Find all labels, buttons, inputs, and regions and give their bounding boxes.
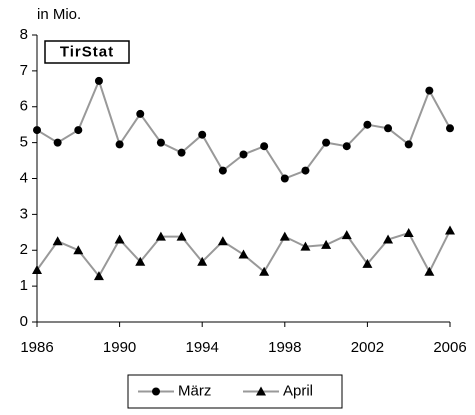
y-tick-label: 5: [20, 134, 28, 151]
marker: [424, 266, 435, 276]
marker: [425, 86, 434, 95]
y-tick-label: 2: [20, 241, 28, 258]
marker: [301, 166, 310, 175]
marker: [114, 234, 125, 244]
marker: [403, 228, 414, 238]
marker: [94, 76, 103, 85]
marker: [239, 150, 248, 159]
annotation: TirStat: [60, 43, 114, 60]
y-axis-label: in Mio.: [37, 6, 81, 23]
marker: [322, 138, 331, 147]
x-tick-label: 2002: [351, 339, 384, 356]
x-tick-label: 1986: [20, 339, 53, 356]
marker: [384, 124, 393, 133]
x-tick-label: 2006: [433, 339, 466, 356]
marker: [53, 138, 62, 147]
y-tick-label: 4: [20, 169, 28, 186]
marker: [135, 256, 146, 266]
y-tick-label: 0: [20, 313, 28, 330]
y-tick-label: 7: [20, 62, 28, 79]
marker: [218, 166, 227, 175]
marker: [197, 256, 208, 266]
marker: [198, 130, 207, 139]
marker: [177, 148, 186, 157]
marker: [136, 109, 145, 118]
marker: [74, 126, 83, 135]
marker: [341, 230, 352, 240]
marker: [155, 231, 166, 241]
marker: [32, 264, 42, 274]
legend-label: April: [283, 382, 313, 399]
marker: [52, 236, 63, 246]
marker: [300, 241, 311, 251]
marker: [362, 258, 373, 268]
marker: [321, 239, 332, 249]
marker: [383, 234, 394, 244]
marker: [115, 140, 124, 149]
marker: [446, 124, 454, 133]
marker: [152, 387, 160, 396]
marker: [93, 271, 104, 281]
y-tick-label: 1: [20, 277, 28, 294]
marker: [445, 225, 455, 235]
y-tick-label: 8: [20, 26, 28, 43]
marker: [33, 126, 41, 135]
marker: [280, 174, 289, 183]
annotation-box: [44, 40, 130, 64]
marker: [73, 245, 84, 255]
y-tick-label: 6: [20, 98, 28, 115]
x-tick-label: 1998: [268, 339, 301, 356]
marker: [217, 236, 228, 246]
marker: [259, 266, 270, 276]
marker: [342, 142, 351, 151]
marker: [404, 140, 413, 149]
x-tick-label: 1990: [103, 339, 136, 356]
legend-label: März: [178, 382, 211, 399]
y-tick-label: 3: [20, 205, 28, 222]
marker: [279, 231, 290, 241]
marker: [156, 138, 165, 147]
marker: [238, 249, 249, 259]
marker: [363, 120, 372, 129]
marker: [176, 231, 187, 241]
marker: [260, 142, 269, 151]
x-tick-label: 1994: [186, 339, 219, 356]
marker: [256, 386, 266, 396]
